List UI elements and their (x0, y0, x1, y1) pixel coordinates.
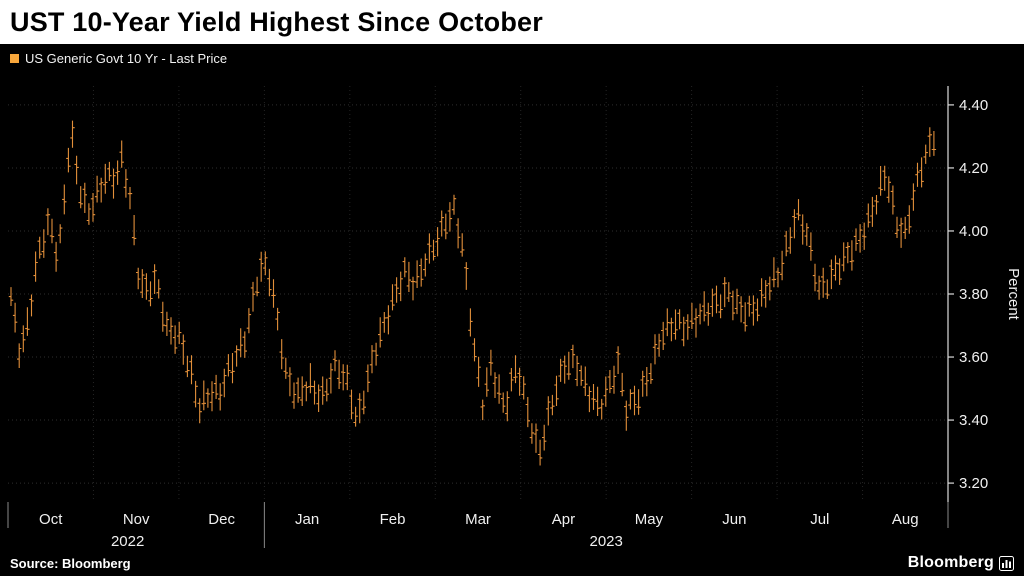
legend: US Generic Govt 10 Yr - Last Price (0, 44, 1024, 72)
svg-text:4.40: 4.40 (959, 97, 988, 114)
svg-text:4.00: 4.00 (959, 223, 988, 240)
svg-text:3.40: 3.40 (959, 412, 988, 429)
svg-text:3.80: 3.80 (959, 286, 988, 303)
svg-text:Nov: Nov (123, 511, 150, 528)
svg-text:Apr: Apr (552, 511, 575, 528)
legend-swatch-icon (10, 53, 19, 63)
bloomberg-terminal-icon (999, 555, 1014, 571)
svg-text:3.60: 3.60 (959, 349, 988, 366)
legend-label: US Generic Govt 10 Yr - Last Price (25, 50, 228, 66)
svg-text:Jan: Jan (295, 511, 319, 528)
svg-text:4.20: 4.20 (959, 160, 988, 177)
svg-text:May: May (635, 511, 664, 528)
svg-text:3.20: 3.20 (959, 475, 988, 492)
chart-canvas: 4.40 4.20 4.00 3.80 3.60 3.40 3.20 Percent Oct No… (7, 86, 1022, 550)
bloomberg-logo-text: Bloomberg (907, 554, 994, 571)
svg-text:Mar: Mar (465, 511, 491, 528)
svg-text:Aug: Aug (892, 511, 919, 528)
svg-text:Feb: Feb (380, 511, 406, 528)
svg-text:Jun: Jun (722, 511, 746, 528)
chart-title: UST 10-Year Yield Highest Since October (10, 6, 543, 37)
bloomberg-logo: Bloomberg (908, 554, 1014, 572)
svg-text:Oct: Oct (39, 511, 63, 528)
svg-text:2023: 2023 (589, 533, 622, 550)
chart-title-bar: UST 10-Year Yield Highest Since October (0, 0, 1024, 44)
chart-area: 4.40 4.20 4.00 3.80 3.60 3.40 3.20 Percent Oct No… (0, 72, 1024, 550)
source-label: Source: Bloomberg (10, 555, 131, 571)
footer-bar: Source: Bloomberg Bloomberg (0, 550, 1024, 576)
svg-text:2022: 2022 (111, 533, 144, 550)
svg-text:Jul: Jul (810, 511, 829, 528)
svg-text:Percent: Percent (1005, 268, 1022, 321)
svg-text:Dec: Dec (208, 511, 235, 528)
